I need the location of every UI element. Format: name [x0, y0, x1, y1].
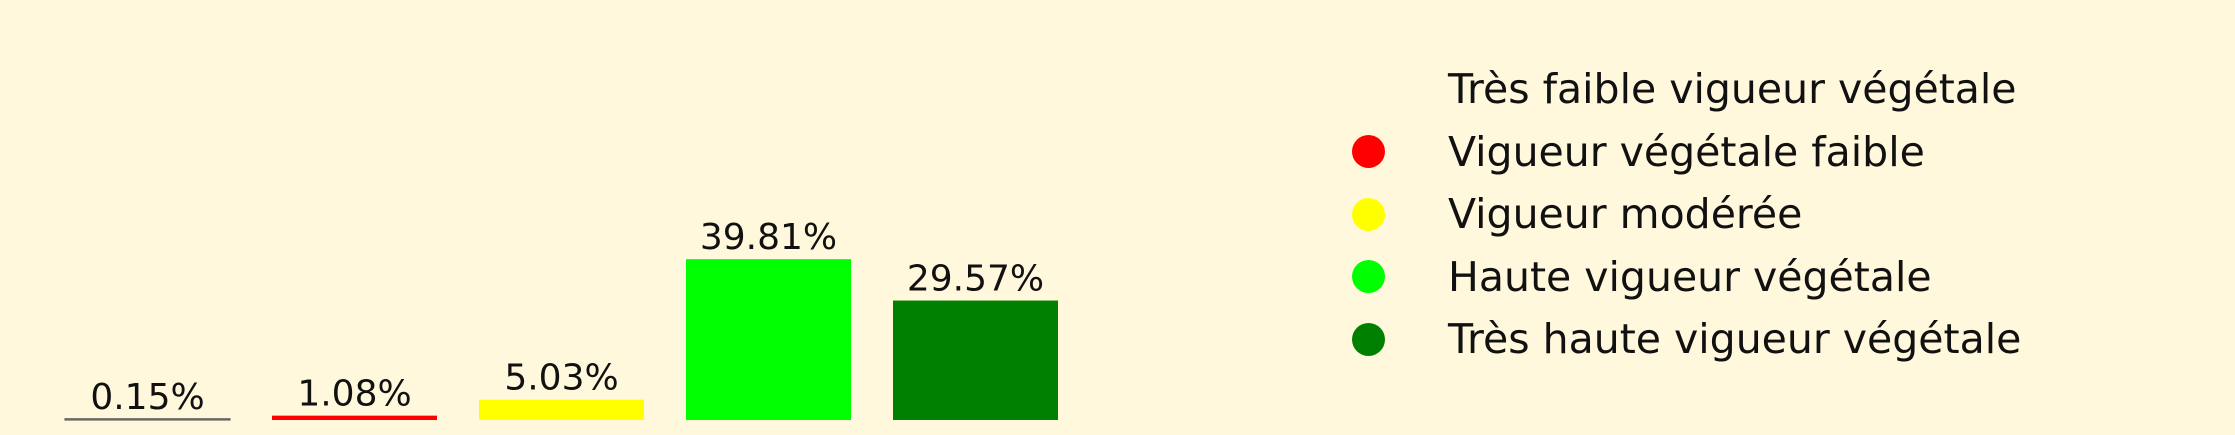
legend-item: Vigueur végétale faible: [1340, 121, 2021, 184]
legend-label: Très faible vigueur végétale: [1448, 65, 2017, 114]
legend-swatch-icon: [1352, 197, 1385, 231]
bar-value-label: 29.57%: [907, 259, 1044, 300]
legend-label: Vigueur modérée: [1448, 190, 1803, 239]
bar-value-label: 39.81%: [700, 217, 837, 258]
legend-label: Haute vigueur végétale: [1448, 252, 1932, 301]
legend-swatch-icon: [1352, 322, 1385, 356]
legend-label: Très haute vigueur végétale: [1448, 315, 2022, 364]
legend-item: Très faible vigueur végétale: [1340, 58, 2021, 121]
bar-4: [686, 259, 851, 420]
bar-1: [64, 418, 231, 421]
legend-item: Très haute vigueur végétale: [1340, 308, 2021, 371]
bar-value-label: 1.08%: [297, 374, 411, 415]
bar-2: [272, 415, 437, 420]
legend-swatch-icon: [1352, 260, 1385, 294]
bar-value-label: 0.15%: [90, 377, 204, 418]
bar-value-label: 5.03%: [504, 358, 618, 399]
legend-label: Vigueur végétale faible: [1448, 127, 1925, 176]
legend-item: Vigueur modérée: [1340, 183, 2021, 246]
bar-3: [479, 399, 644, 420]
legend-item: Haute vigueur végétale: [1340, 246, 2021, 309]
legend-swatch-icon: [1352, 72, 1385, 106]
legend-swatch-icon: [1352, 135, 1385, 169]
legend: Très faible vigueur végétale Vigueur vég…: [1340, 58, 2021, 371]
bar-5: [893, 300, 1058, 420]
